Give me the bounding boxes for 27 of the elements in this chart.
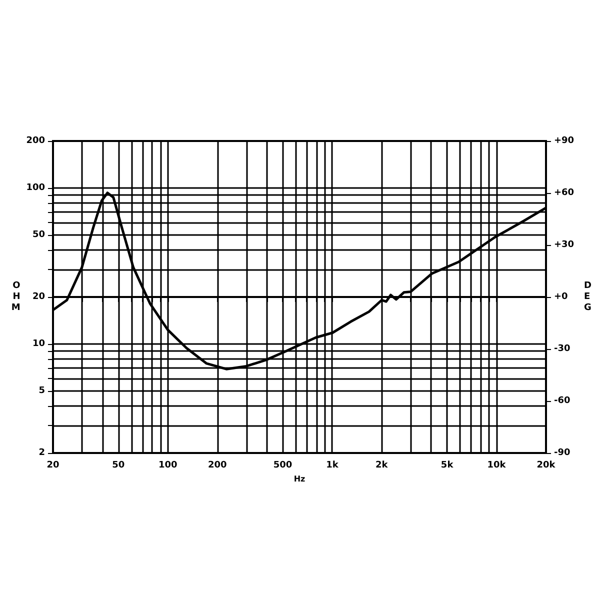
x-tick-label: 500 xyxy=(273,460,292,470)
y2-tick-label: +90 xyxy=(554,136,574,146)
y2-axis-title: DEG xyxy=(584,281,592,313)
y-tick-label: 100 xyxy=(26,182,45,193)
x-tick-label: 10k xyxy=(487,460,507,470)
x-axis-title: Hz xyxy=(294,474,306,484)
y-axis-title: OHM xyxy=(11,281,21,313)
y2-tick-label: -60 xyxy=(554,396,570,406)
y2-tick-label: +0 xyxy=(554,292,568,302)
x-tick-label: 1k xyxy=(326,460,340,470)
x-tick-label: 200 xyxy=(208,460,227,470)
y2-tick-label: -30 xyxy=(554,344,570,354)
y2-tick-label: +60 xyxy=(554,188,574,198)
y2-tick-label: +30 xyxy=(554,240,574,250)
x-tick-label: 20 xyxy=(46,460,60,470)
y-tick-label: 20 xyxy=(32,292,45,302)
y-tick-label: 50 xyxy=(32,230,45,240)
y-tick-label: 200 xyxy=(26,136,45,146)
y-tick-label: 5 xyxy=(38,386,45,396)
x-tick-label: 5k xyxy=(440,460,454,470)
x-tick-label: 20k xyxy=(536,460,556,470)
x-tick-label: 2k xyxy=(376,460,389,470)
y-tick-label: 2 xyxy=(38,448,45,458)
x-tick-label: 50 xyxy=(112,460,125,470)
y-tick-label: 10 xyxy=(32,338,45,349)
y2-tick-label: -90 xyxy=(554,448,570,458)
x-tick-label: 100 xyxy=(158,460,178,470)
